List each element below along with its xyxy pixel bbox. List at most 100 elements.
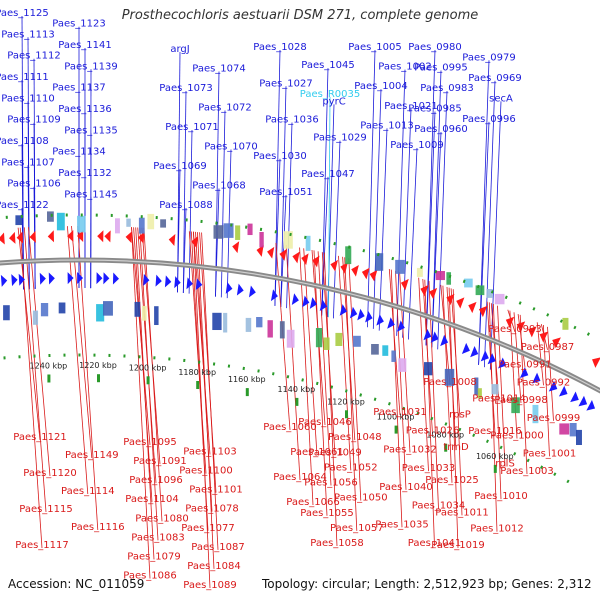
- reverse-gene-label: Paes_1010: [474, 491, 528, 502]
- forward-gene-arrow: [103, 272, 110, 285]
- reverse-gene-label: Paes_1096: [129, 475, 183, 486]
- reverse-gene-arrow: [478, 305, 488, 318]
- forward-gene-label: Paes_1036: [265, 115, 319, 126]
- scale-label: 1140 kbp: [278, 385, 316, 394]
- reverse-gene-arrow: [361, 267, 370, 280]
- reverse-function-block: [475, 285, 485, 296]
- forward-gene-label: Paes_1073: [159, 83, 213, 94]
- forward-gene-arrow: [339, 304, 348, 316]
- reverse-gene-arrow: [168, 234, 176, 246]
- reverse-gene-arrow: [47, 230, 55, 243]
- forward-gene-label: Paes_0995: [414, 63, 468, 74]
- forward-function-block: [511, 397, 520, 414]
- forward-gene-label: Paes_1112: [7, 51, 61, 62]
- reverse-gene-arrow: [137, 231, 145, 244]
- forward-gene-arrow: [186, 277, 193, 290]
- forward-gene-label: Paes_1134: [52, 147, 106, 158]
- forward-gene-label: Paes_1139: [64, 61, 118, 72]
- reverse-gene-label: Paes_1011: [435, 507, 489, 518]
- reverse-gene-label-callout: [67, 226, 89, 495]
- reverse-gene-arrow: [97, 230, 104, 243]
- reverse-gene-label: Paes_0993: [488, 324, 542, 335]
- reverse-gene-label: Paes_0987: [521, 342, 575, 353]
- reverse-gene-label: Paes_1103: [183, 447, 237, 458]
- reverse-gene-label: Paes_1078: [185, 504, 239, 515]
- forward-gene-arrow: [397, 320, 405, 332]
- reverse-gene-label: Paes_1121: [13, 432, 67, 443]
- reverse-function-block: [147, 213, 155, 230]
- reverse-gene-label-callout: [28, 227, 51, 477]
- forward-function-block: [245, 317, 252, 332]
- reverse-function-block: [235, 225, 241, 240]
- reverse-gene-label-callout: [344, 257, 358, 531]
- reverse-gene-label: Paes_1120: [23, 468, 77, 479]
- forward-gene-arrow: [309, 297, 317, 309]
- scale-label: 1060 kbp: [476, 452, 514, 461]
- reverse-function-block: [494, 293, 505, 305]
- forward-gene-label: Paes_1122: [0, 200, 49, 211]
- reverse-function-block: [416, 267, 423, 277]
- reverse-gene-label-callout: [418, 277, 429, 472]
- reverse-function-block: [345, 246, 352, 265]
- reverse-gene-label-callout: [543, 324, 550, 457]
- reverse-function-block: [305, 235, 311, 251]
- reverse-function-block: [259, 232, 264, 248]
- reverse-gene-label: Paes_1058: [310, 538, 364, 549]
- reverse-gene-label-callout: [323, 252, 338, 547]
- reverse-gene-label: Paes_1000: [490, 431, 544, 442]
- forward-gene-label: Paes_1051: [259, 187, 313, 198]
- forward-gene-label: Paes_1068: [192, 181, 246, 192]
- reverse-function-block: [247, 223, 253, 236]
- reverse-function-block: [446, 272, 452, 285]
- rna-gene-callout: [328, 96, 331, 318]
- forward-gene-arrow: [112, 272, 120, 285]
- map-title: Prosthecochloris aestuarii DSM 271, comp…: [121, 8, 479, 23]
- forward-gene-arrow: [164, 275, 172, 288]
- forward-gene-label-callout: [408, 147, 418, 340]
- topology-summary: Topology: circular; Length: 2,512,923 bp…: [262, 577, 592, 591]
- reverse-gene-arrow: [505, 316, 515, 328]
- forward-function-block: [371, 344, 379, 355]
- reverse-function-block: [395, 259, 405, 274]
- forward-gene-label-callout: [396, 69, 406, 336]
- reverse-gene-label: Paes_1008: [423, 377, 477, 388]
- scale-label: 1080 kbp: [426, 431, 464, 440]
- reverse-gene-arrow: [9, 231, 16, 244]
- reverse-gene-label: Paes_1104: [125, 494, 179, 505]
- forward-gene-arrow: [470, 346, 479, 358]
- forward-function-block: [398, 358, 407, 372]
- reverse-gene-label: Paes_1049: [308, 447, 362, 458]
- gene-labels: Paes_1125Paes_1123Paes_1113Paes_1141Paes…: [0, 8, 580, 591]
- feature-tracks: [0, 211, 600, 446]
- forward-gene-arrow: [357, 308, 365, 321]
- forward-gene-label-callout: [489, 101, 502, 370]
- reverse-gene-label: rplS: [495, 459, 515, 470]
- forward-gene-label: Paes_1141: [58, 40, 112, 51]
- reverse-gene-arrow: [29, 230, 36, 243]
- forward-gene-label-callout: [378, 128, 388, 331]
- reverse-gene-label: Paes_1035: [375, 519, 429, 530]
- forward-function-block: [40, 303, 49, 317]
- reverse-gene-label: Paes_1117: [15, 540, 69, 551]
- reverse-gene-label-callout: [135, 227, 155, 560]
- reverse-gene-label: Paes_1033: [402, 463, 456, 474]
- reverse-gene-label: Paes_1061: [290, 447, 344, 458]
- reverse-gene-arrow: [528, 326, 537, 338]
- forward-gene-arrow: [376, 314, 384, 326]
- forward-gene-label: Paes_0969: [468, 73, 522, 84]
- forward-gene-label: Paes_1072: [198, 103, 252, 114]
- reverse-function-block: [562, 317, 569, 330]
- reverse-function-block: [213, 225, 224, 239]
- scale-ring-outer: [0, 353, 575, 486]
- reverse-gene-label-callout: [348, 258, 362, 501]
- reverse-gene-arrow: [267, 246, 275, 259]
- scale-tick: [196, 381, 200, 389]
- forward-function-block: [154, 306, 159, 326]
- forward-gene-arrow: [365, 310, 373, 323]
- forward-gene-label: Paes_1074: [192, 64, 246, 75]
- forward-function-block: [477, 388, 482, 399]
- scale-label: 1220 kbp: [79, 361, 117, 370]
- forward-function-block: [382, 345, 389, 356]
- reverse-function-block: [47, 211, 54, 222]
